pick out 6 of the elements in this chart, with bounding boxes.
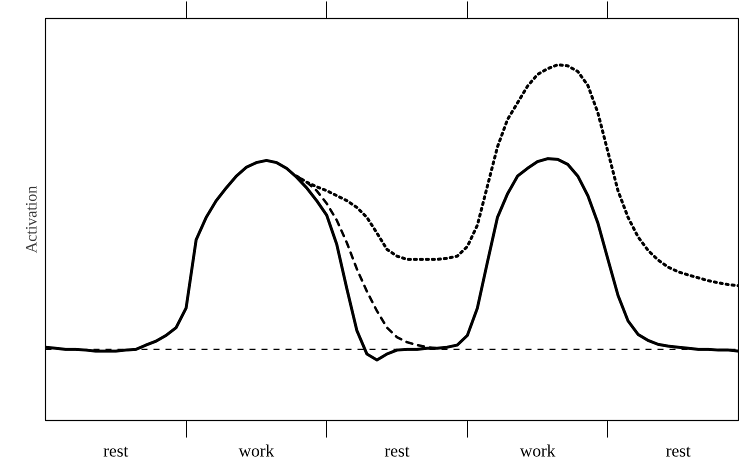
x-tick-label: rest	[666, 442, 691, 460]
x-tick-label: work	[238, 442, 275, 460]
x-tick-label: work	[520, 442, 556, 460]
x-tick-label: rest	[384, 442, 410, 460]
y-axis-title: Activation	[24, 186, 40, 254]
x-tick-label: rest	[103, 442, 128, 460]
